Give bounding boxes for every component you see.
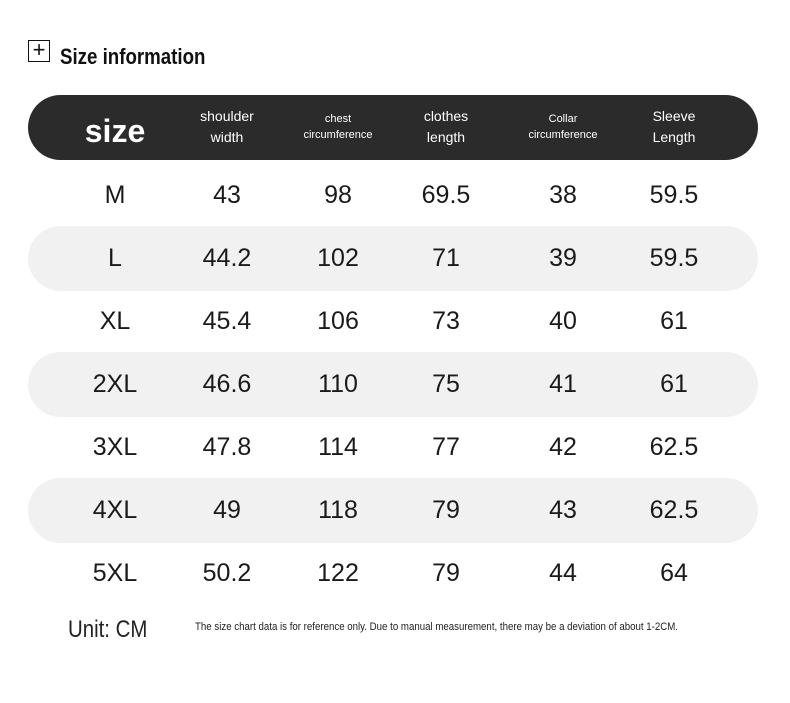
table-cell: 122	[317, 559, 359, 587]
header-cell: Length	[652, 129, 696, 145]
table-cell: 102	[317, 244, 359, 272]
table-cell: 40	[549, 307, 577, 335]
table-cell: 62.5	[649, 433, 699, 461]
row-background	[28, 226, 758, 291]
table-cell: 49	[213, 496, 241, 524]
table-cell: 45.4	[202, 307, 252, 335]
table-cell: 41	[549, 370, 577, 398]
header-cell: circumference	[528, 129, 598, 141]
table-cell: 61	[660, 307, 688, 335]
header-cell: width	[210, 129, 244, 145]
header-cell: clothes	[423, 108, 469, 124]
table-cell: 43	[549, 496, 577, 524]
header-cell: chest	[324, 113, 352, 125]
table-cell: 44.2	[202, 244, 252, 272]
table-cell: 110	[318, 370, 358, 398]
header-cell: size	[84, 113, 146, 149]
table-cell: 5XL	[92, 559, 138, 587]
table-cell: 64	[660, 559, 688, 587]
row-background	[28, 478, 758, 543]
table-cell: 46.6	[202, 370, 252, 398]
table-cell: 79	[432, 496, 460, 524]
title: Size information	[60, 44, 206, 69]
header-cell: Collar	[548, 113, 578, 125]
table-cell: 69.5	[421, 181, 471, 209]
table-cell: 38	[549, 181, 577, 209]
table-cell: 44	[549, 559, 577, 587]
table-cell: XL	[99, 307, 131, 335]
table-cell: 73	[432, 307, 460, 335]
header-bar	[28, 95, 758, 160]
table-cell: 47.8	[202, 433, 252, 461]
header-cell: Sleeve	[652, 108, 696, 124]
header-cell: length	[426, 129, 466, 145]
header-cell: circumference	[303, 129, 373, 141]
row-background	[28, 352, 758, 417]
table-cell: 4XL	[92, 496, 138, 524]
table-cell: 42	[549, 433, 577, 461]
table-cell: 79	[432, 559, 460, 587]
table-cell: 50.2	[202, 559, 252, 587]
table-cell: 61	[660, 370, 688, 398]
table-cell: 114	[318, 433, 358, 461]
table-cell: M	[104, 181, 126, 209]
table-cell: 75	[432, 370, 460, 398]
table-cell: 59.5	[649, 244, 699, 272]
table-cell: 2XL	[92, 370, 138, 398]
table-cell: 106	[317, 307, 359, 335]
table-cell: 3XL	[92, 433, 138, 461]
note: The size chart data is for reference onl…	[195, 621, 678, 633]
table-cell: 43	[213, 181, 241, 209]
table-cell: 62.5	[649, 496, 699, 524]
table-cell: 71	[432, 244, 460, 272]
table-cell: 59.5	[649, 181, 699, 209]
plus-icon: +	[28, 39, 50, 62]
unit: Unit: CM	[68, 616, 148, 643]
table-cell: 118	[318, 496, 358, 524]
header-cell: shoulder	[200, 108, 254, 124]
table-cell: 77	[432, 433, 460, 461]
table-cell: 98	[324, 181, 352, 209]
table-cell: 39	[549, 244, 577, 272]
table-cell: L	[108, 244, 122, 272]
